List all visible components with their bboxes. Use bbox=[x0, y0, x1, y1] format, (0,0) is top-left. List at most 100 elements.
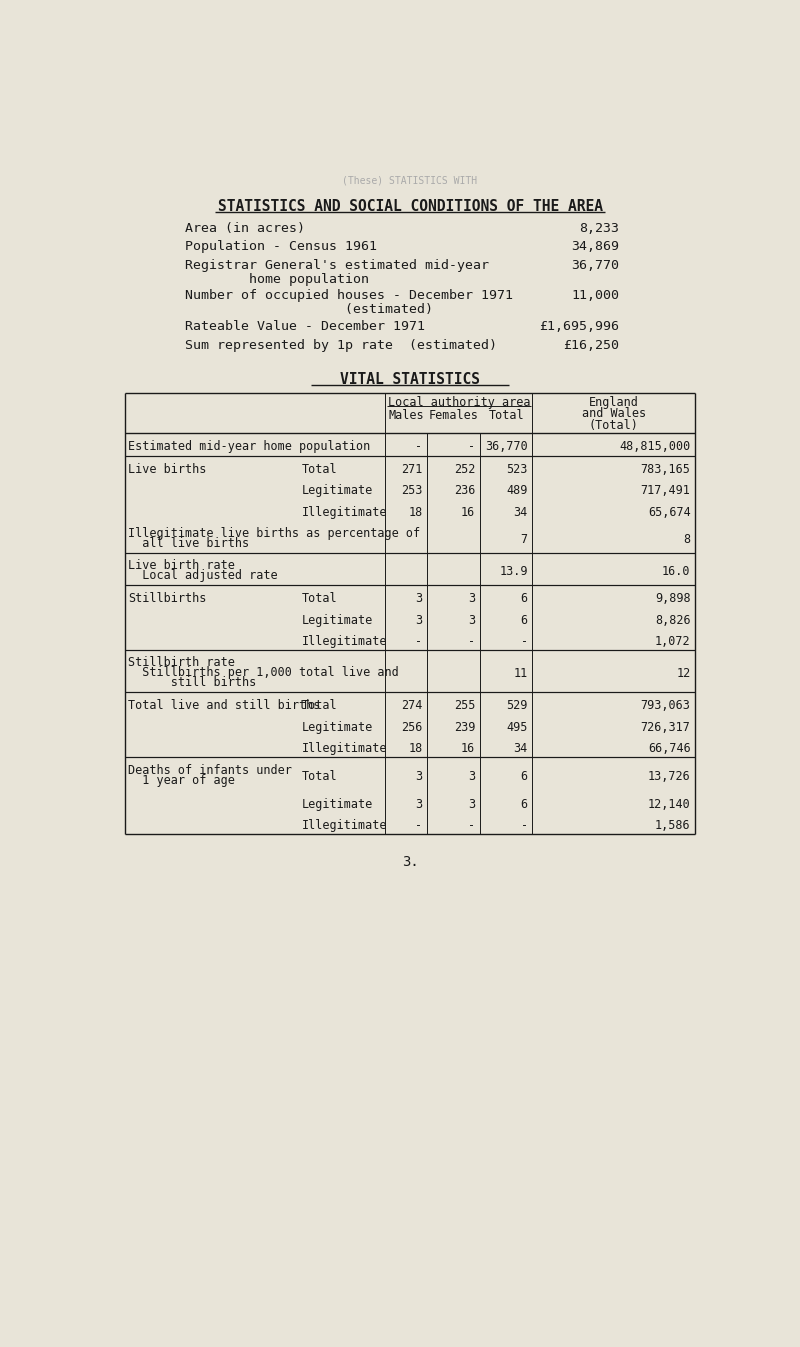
Text: Live birth rate: Live birth rate bbox=[128, 559, 234, 572]
Text: 11: 11 bbox=[514, 667, 528, 680]
Text: £16,250: £16,250 bbox=[563, 338, 619, 352]
Text: 726,317: 726,317 bbox=[641, 721, 690, 734]
Text: Illegitimate: Illegitimate bbox=[302, 742, 387, 756]
Text: Stillbirths per 1,000 total live and: Stillbirths per 1,000 total live and bbox=[128, 665, 398, 679]
Text: -: - bbox=[415, 819, 422, 832]
Text: -: - bbox=[468, 440, 475, 454]
Text: home population: home population bbox=[186, 272, 370, 286]
Text: 255: 255 bbox=[454, 699, 475, 713]
Text: 8,826: 8,826 bbox=[655, 614, 690, 626]
Text: -: - bbox=[415, 636, 422, 648]
Text: 34,869: 34,869 bbox=[571, 240, 619, 253]
Text: Total live and still births: Total live and still births bbox=[128, 699, 320, 713]
Text: Deaths of infants under: Deaths of infants under bbox=[128, 764, 292, 777]
Text: 253: 253 bbox=[401, 485, 422, 497]
Text: 12,140: 12,140 bbox=[648, 797, 690, 811]
Text: 3: 3 bbox=[415, 797, 422, 811]
Text: Illegitimate: Illegitimate bbox=[302, 819, 387, 832]
Text: still births: still births bbox=[128, 676, 256, 690]
Text: 6: 6 bbox=[521, 593, 528, 605]
Text: 11,000: 11,000 bbox=[571, 290, 619, 303]
Text: Legitimate: Legitimate bbox=[302, 614, 373, 626]
Text: 36,770: 36,770 bbox=[571, 259, 619, 272]
Text: 495: 495 bbox=[506, 721, 528, 734]
Text: Total: Total bbox=[302, 593, 337, 605]
Text: -: - bbox=[521, 819, 528, 832]
Text: 529: 529 bbox=[506, 699, 528, 713]
Text: 239: 239 bbox=[454, 721, 475, 734]
Text: 793,063: 793,063 bbox=[641, 699, 690, 713]
Text: 3: 3 bbox=[468, 770, 475, 783]
Text: 717,491: 717,491 bbox=[641, 485, 690, 497]
Text: Total: Total bbox=[302, 463, 337, 475]
Text: -: - bbox=[521, 636, 528, 648]
Text: Males: Males bbox=[388, 408, 424, 422]
Text: Illegitimate live births as percentage of: Illegitimate live births as percentage o… bbox=[128, 527, 420, 540]
Text: Sum represented by 1p rate  (estimated): Sum represented by 1p rate (estimated) bbox=[186, 338, 498, 352]
Text: Females: Females bbox=[429, 408, 478, 422]
Text: 1,072: 1,072 bbox=[655, 636, 690, 648]
Text: Legitimate: Legitimate bbox=[302, 797, 373, 811]
Text: Number of occupied houses - December 1971: Number of occupied houses - December 197… bbox=[186, 290, 514, 303]
Text: 783,165: 783,165 bbox=[641, 463, 690, 475]
Text: 48,815,000: 48,815,000 bbox=[619, 440, 690, 454]
Text: all live births: all live births bbox=[128, 536, 249, 550]
Text: Live births: Live births bbox=[128, 463, 206, 475]
Text: Local authority area: Local authority area bbox=[387, 396, 530, 408]
Text: 1,586: 1,586 bbox=[655, 819, 690, 832]
Text: 3: 3 bbox=[415, 593, 422, 605]
Text: £1,695,996: £1,695,996 bbox=[539, 321, 619, 333]
Text: 16: 16 bbox=[461, 742, 475, 756]
Text: VITAL STATISTICS: VITAL STATISTICS bbox=[340, 372, 480, 387]
Text: 3.: 3. bbox=[402, 855, 418, 869]
Text: 13.9: 13.9 bbox=[499, 566, 528, 578]
Text: 3: 3 bbox=[468, 593, 475, 605]
Text: (Total): (Total) bbox=[589, 419, 638, 432]
Text: 8: 8 bbox=[683, 533, 690, 546]
Text: 3: 3 bbox=[468, 614, 475, 626]
Text: 6: 6 bbox=[521, 614, 528, 626]
Text: -: - bbox=[415, 440, 422, 454]
Text: 18: 18 bbox=[408, 742, 422, 756]
Text: 8,233: 8,233 bbox=[579, 222, 619, 234]
Text: 274: 274 bbox=[401, 699, 422, 713]
Text: 236: 236 bbox=[454, 485, 475, 497]
Text: 66,746: 66,746 bbox=[648, 742, 690, 756]
Text: Total: Total bbox=[302, 699, 337, 713]
Text: Stillbirth rate: Stillbirth rate bbox=[128, 656, 234, 669]
Text: 9,898: 9,898 bbox=[655, 593, 690, 605]
Text: STATISTICS AND SOCIAL CONDITIONS OF THE AREA: STATISTICS AND SOCIAL CONDITIONS OF THE … bbox=[218, 198, 602, 214]
Text: 271: 271 bbox=[401, 463, 422, 475]
Text: 6: 6 bbox=[521, 797, 528, 811]
Text: Total: Total bbox=[302, 770, 337, 783]
Text: 256: 256 bbox=[401, 721, 422, 734]
Text: Legitimate: Legitimate bbox=[302, 485, 373, 497]
Text: Rateable Value - December 1971: Rateable Value - December 1971 bbox=[186, 321, 426, 333]
Text: England: England bbox=[589, 396, 638, 408]
Text: and Wales: and Wales bbox=[582, 407, 646, 420]
Text: Total: Total bbox=[488, 408, 524, 422]
Text: 12: 12 bbox=[676, 667, 690, 680]
Text: 34: 34 bbox=[514, 742, 528, 756]
Text: 3: 3 bbox=[415, 770, 422, 783]
Text: Local adjusted rate: Local adjusted rate bbox=[128, 568, 278, 582]
Text: 16: 16 bbox=[461, 506, 475, 519]
Text: Registrar General's estimated mid-year: Registrar General's estimated mid-year bbox=[186, 259, 490, 272]
Text: Estimated mid-year home population: Estimated mid-year home population bbox=[128, 440, 370, 454]
Text: 18: 18 bbox=[408, 506, 422, 519]
Text: -: - bbox=[468, 636, 475, 648]
Text: (These) STATISTICS WITH: (These) STATISTICS WITH bbox=[342, 175, 478, 186]
Text: Population - Census 1961: Population - Census 1961 bbox=[186, 240, 378, 253]
Text: 3: 3 bbox=[415, 614, 422, 626]
Text: 7: 7 bbox=[521, 533, 528, 546]
Text: 523: 523 bbox=[506, 463, 528, 475]
Text: 1 year of age: 1 year of age bbox=[128, 773, 234, 787]
Text: Area (in acres): Area (in acres) bbox=[186, 222, 306, 234]
Text: 252: 252 bbox=[454, 463, 475, 475]
Text: -: - bbox=[468, 819, 475, 832]
Text: 36,770: 36,770 bbox=[485, 440, 528, 454]
Text: 65,674: 65,674 bbox=[648, 506, 690, 519]
Text: 13,726: 13,726 bbox=[648, 770, 690, 783]
Text: 16.0: 16.0 bbox=[662, 566, 690, 578]
Text: 34: 34 bbox=[514, 506, 528, 519]
